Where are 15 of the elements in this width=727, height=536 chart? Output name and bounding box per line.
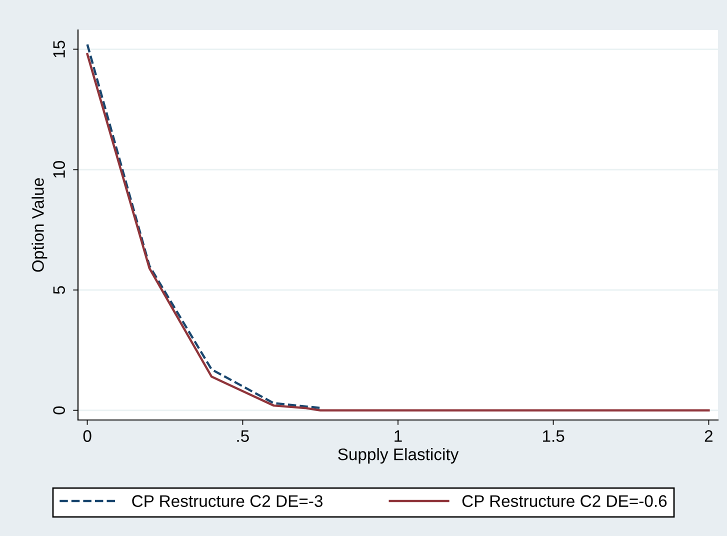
x-tick-label: .5 [237, 430, 249, 442]
line-series [86, 52, 710, 412]
line-series [86, 43, 322, 410]
y-tick-label: 10 [53, 161, 65, 178]
x-tick-label: 1 [394, 430, 402, 442]
legend-label: CP Restructure C2 DE=-0.6 [462, 495, 667, 507]
legend-label: CP Restructure C2 DE=-3 [132, 495, 322, 507]
x-tick-label: 2 [704, 430, 712, 442]
x-tick-label: 1.5 [543, 430, 564, 442]
y-tick-label: 0 [53, 406, 65, 414]
y-axis-title: Option Value [32, 178, 48, 272]
x-axis-title: Supply Elasticity [338, 448, 459, 464]
x-tick-label: 0 [83, 430, 92, 442]
y-tick-label: 5 [53, 286, 65, 294]
y-tick-label: 15 [53, 40, 65, 58]
